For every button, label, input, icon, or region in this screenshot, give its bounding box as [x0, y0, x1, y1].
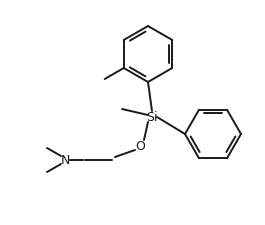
Text: O: O: [135, 139, 145, 152]
Text: Si: Si: [146, 111, 158, 124]
Text: N: N: [60, 154, 70, 167]
